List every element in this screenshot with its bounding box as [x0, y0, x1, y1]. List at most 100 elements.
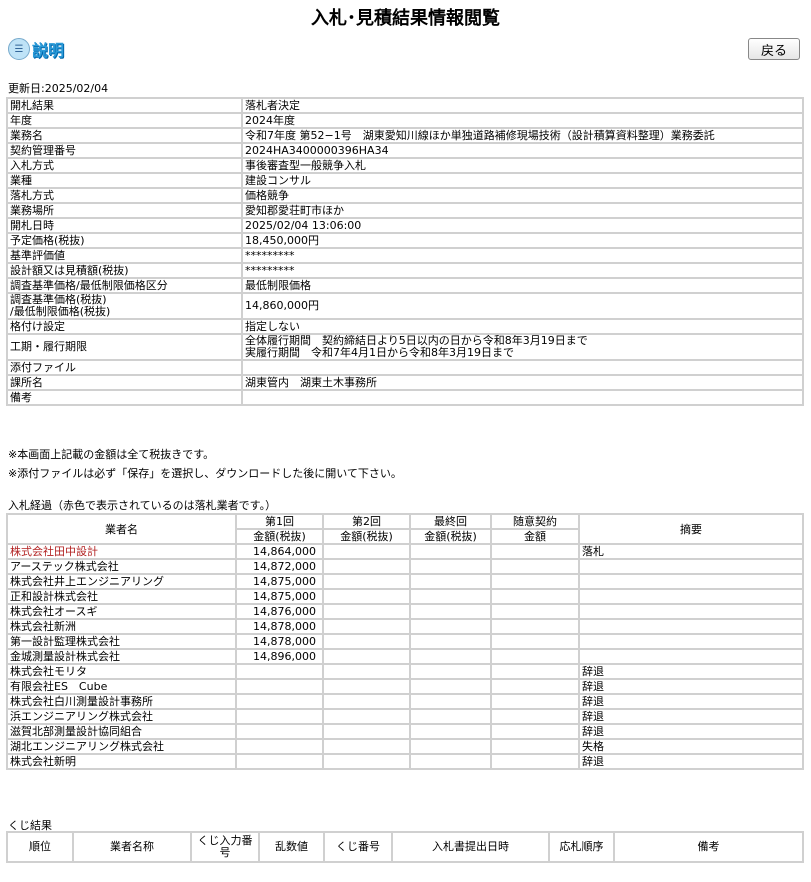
vendor-name: 株式会社オースギ — [6, 603, 237, 620]
negotiated-amount — [490, 753, 580, 770]
round2-amount — [322, 603, 411, 620]
round1-amount — [235, 663, 324, 680]
info-value: 最低制限価格 — [241, 277, 804, 294]
lottery-col: 入札書提出日時 — [391, 831, 550, 863]
info-row: 開札結果 落札者決定 — [6, 97, 804, 114]
info-label: 開札日時 — [6, 217, 243, 234]
info-label: 設計額又は見積額(税抜) — [6, 262, 243, 279]
round2-amount — [322, 663, 411, 680]
round2-amount — [322, 648, 411, 665]
final-amount — [409, 588, 492, 605]
info-label: 調査基準価格(税抜) /最低制限価格(税抜) — [6, 292, 243, 320]
round1-amount: 14,876,000 — [235, 603, 324, 620]
vendor-name: 株式会社新明 — [6, 753, 237, 770]
col-final: 最終回 — [409, 513, 492, 530]
round2-amount — [322, 678, 411, 695]
info-row: 調査基準価格(税抜) /最低制限価格(税抜) 14,860,000円 — [6, 292, 804, 320]
info-value: ********* — [241, 262, 804, 279]
lottery-caption: くじ結果 — [8, 819, 52, 832]
info-label: 課所名 — [6, 374, 243, 391]
info-label: 業務場所 — [6, 202, 243, 219]
negotiated-amount — [490, 558, 580, 575]
bid-row: 有限会社ES Cube 辞退 — [6, 678, 804, 695]
round1-amount: 14,896,000 — [235, 648, 324, 665]
lottery-col: 応札順序 — [548, 831, 615, 863]
info-label: 備考 — [6, 389, 243, 406]
round2-amount — [322, 723, 411, 740]
lottery-col: 業者名称 — [72, 831, 192, 863]
col-negotiated-amount: 金額 — [490, 528, 580, 545]
info-label: 業務名 — [6, 127, 243, 144]
negotiated-amount — [490, 648, 580, 665]
vendor-name: アーステック株式会社 — [6, 558, 237, 575]
round1-amount — [235, 678, 324, 695]
bid-row: 株式会社井上エンジニアリング 14,875,000 — [6, 573, 804, 590]
bid-row: 第一設計監理株式会社 14,878,000 — [6, 633, 804, 650]
round1-amount: 14,878,000 — [235, 618, 324, 635]
bid-remarks — [578, 588, 804, 605]
info-row: 備考 — [6, 389, 804, 406]
info-value — [241, 359, 804, 376]
info-row: 業種 建設コンサル — [6, 172, 804, 189]
negotiated-amount — [490, 723, 580, 740]
col-round2: 第2回 — [322, 513, 411, 530]
info-value: 令和7年度 第52−1号 湖東愛知川線ほか単独道路補修現場技術（設計積算資料整理… — [241, 127, 804, 144]
bids-table: 業者名 第1回 第2回 最終回 随意契約 摘要 金額(税抜) 金額(税抜) 金額… — [6, 513, 804, 770]
bids-caption: 入札経過（赤色で表示されているのは落札業者です。） — [8, 499, 277, 512]
vendor-name: 正和設計株式会社 — [6, 588, 237, 605]
lottery-col: 乱数値 — [258, 831, 325, 863]
negotiated-amount — [490, 678, 580, 695]
info-value: 愛知郡愛荘町市ほか — [241, 202, 804, 219]
round1-amount — [235, 738, 324, 755]
back-button[interactable]: 戻る — [748, 38, 800, 60]
vendor-name: 浜エンジニアリング株式会社 — [6, 708, 237, 725]
bid-row: 株式会社田中設計 14,864,000 落札 — [6, 543, 804, 560]
final-amount — [409, 693, 492, 710]
vendor-name: 株式会社モリタ — [6, 663, 237, 680]
vendor-name: 株式会社新洲 — [6, 618, 237, 635]
round1-amount — [235, 753, 324, 770]
negotiated-amount — [490, 663, 580, 680]
info-row: 基準評価値 ********* — [6, 247, 804, 264]
tax-note: ※本画面上記載の金額は全て税抜きです。 — [8, 448, 215, 461]
info-value: 全体履行期間 契約締結日より5日以内の日から令和8年3月19日まで 実履行期間 … — [241, 333, 804, 361]
round1-amount: 14,878,000 — [235, 633, 324, 650]
round1-amount — [235, 693, 324, 710]
round2-amount — [322, 753, 411, 770]
info-value: 14,860,000円 — [241, 292, 804, 320]
info-value: 指定しない — [241, 318, 804, 335]
lottery-col: 備考 — [613, 831, 804, 863]
lottery-col: 順位 — [6, 831, 74, 863]
info-row: 業務場所 愛知郡愛荘町市ほか — [6, 202, 804, 219]
bid-remarks: 落札 — [578, 543, 804, 560]
negotiated-amount — [490, 633, 580, 650]
round1-amount: 14,875,000 — [235, 573, 324, 590]
info-value: 事後審査型一般競争入札 — [241, 157, 804, 174]
final-amount — [409, 708, 492, 725]
info-row: 落札方式 価格競争 — [6, 187, 804, 204]
bid-row: 湖北エンジニアリング株式会社 失格 — [6, 738, 804, 755]
info-value: 2024HA3400000396HA34 — [241, 142, 804, 159]
bid-remarks — [578, 648, 804, 665]
info-value: 落札者決定 — [241, 97, 804, 114]
bid-row: 浜エンジニアリング株式会社 辞退 — [6, 708, 804, 725]
help-link[interactable]: ☰ 説明 — [8, 37, 64, 61]
col-round1: 第1回 — [235, 513, 324, 530]
attachment-note: ※添付ファイルは必ず「保存」を選択し、ダウンロードした後に開いて下さい。 — [8, 467, 402, 480]
final-amount — [409, 573, 492, 590]
lottery-col: くじ入力番号 — [190, 831, 260, 863]
final-amount — [409, 663, 492, 680]
round2-amount — [322, 558, 411, 575]
vendor-name: 有限会社ES Cube — [6, 678, 237, 695]
info-table: 開札結果 落札者決定 年度 2024年度 業務名 令和7年度 第52−1号 湖東愛知川線ほ… — [6, 97, 804, 406]
final-amount — [409, 648, 492, 665]
round1-amount: 14,864,000 — [235, 543, 324, 560]
round2-amount — [322, 588, 411, 605]
bid-remarks — [578, 603, 804, 620]
info-row: 格付け設定 指定しない — [6, 318, 804, 335]
info-label: 契約管理番号 — [6, 142, 243, 159]
info-value — [241, 389, 804, 406]
bid-row: 株式会社新明 辞退 — [6, 753, 804, 770]
bid-remarks: 辞退 — [578, 753, 804, 770]
bid-remarks: 辞退 — [578, 663, 804, 680]
